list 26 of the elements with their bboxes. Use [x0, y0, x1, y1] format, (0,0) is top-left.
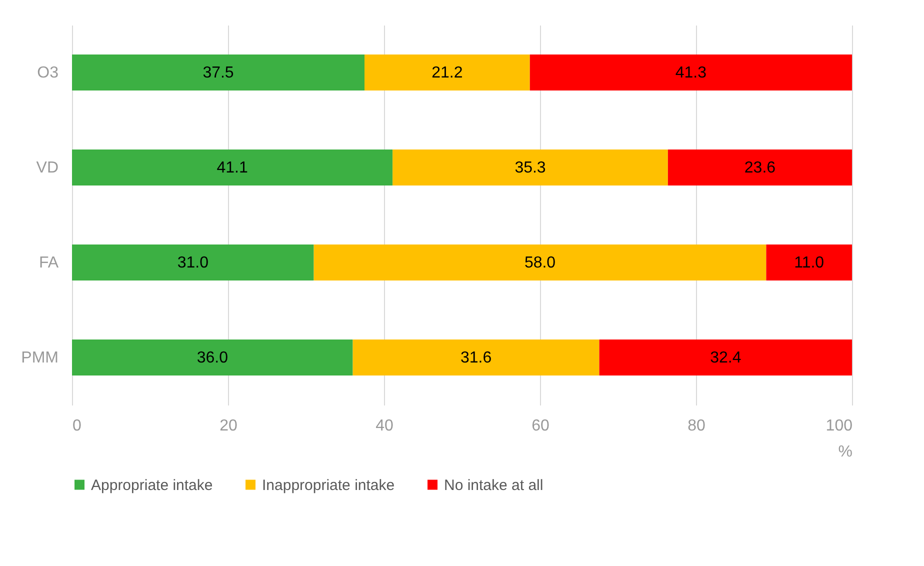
y-tick-label: VD	[36, 160, 58, 176]
legend-label: Inappropriate intake	[262, 476, 395, 494]
data-label: 37.5	[202, 64, 234, 82]
data-label: 21.2	[432, 64, 463, 82]
data-label: 41.3	[675, 64, 707, 82]
x-tick-label: 60	[532, 418, 550, 434]
data-label: 31.6	[460, 350, 492, 366]
legend-label: No intake at all	[444, 476, 544, 494]
data-label: 36.0	[196, 350, 228, 366]
x-tick-label: 20	[220, 418, 238, 434]
y-tick-label: O3	[37, 64, 59, 82]
data-label: 32.4	[710, 350, 742, 366]
y-tick-label: FA	[38, 254, 59, 272]
data-label: 31.0	[177, 254, 209, 272]
x-tick-label: 80	[688, 418, 706, 434]
legend-label: Appropriate intake	[91, 476, 213, 494]
data-label: 58.0	[524, 254, 556, 272]
x-tick-label: 40	[376, 418, 394, 434]
data-label: 41.1	[216, 160, 248, 176]
x-tick-label: 100	[826, 418, 853, 434]
data-label: 35.3	[514, 160, 546, 176]
y-tick-label: PMM	[21, 350, 58, 366]
x-axis-title: %	[838, 444, 852, 460]
data-label: 11.0	[794, 254, 824, 272]
data-label: 23.6	[744, 160, 776, 176]
x-tick-label: 0	[72, 418, 82, 434]
